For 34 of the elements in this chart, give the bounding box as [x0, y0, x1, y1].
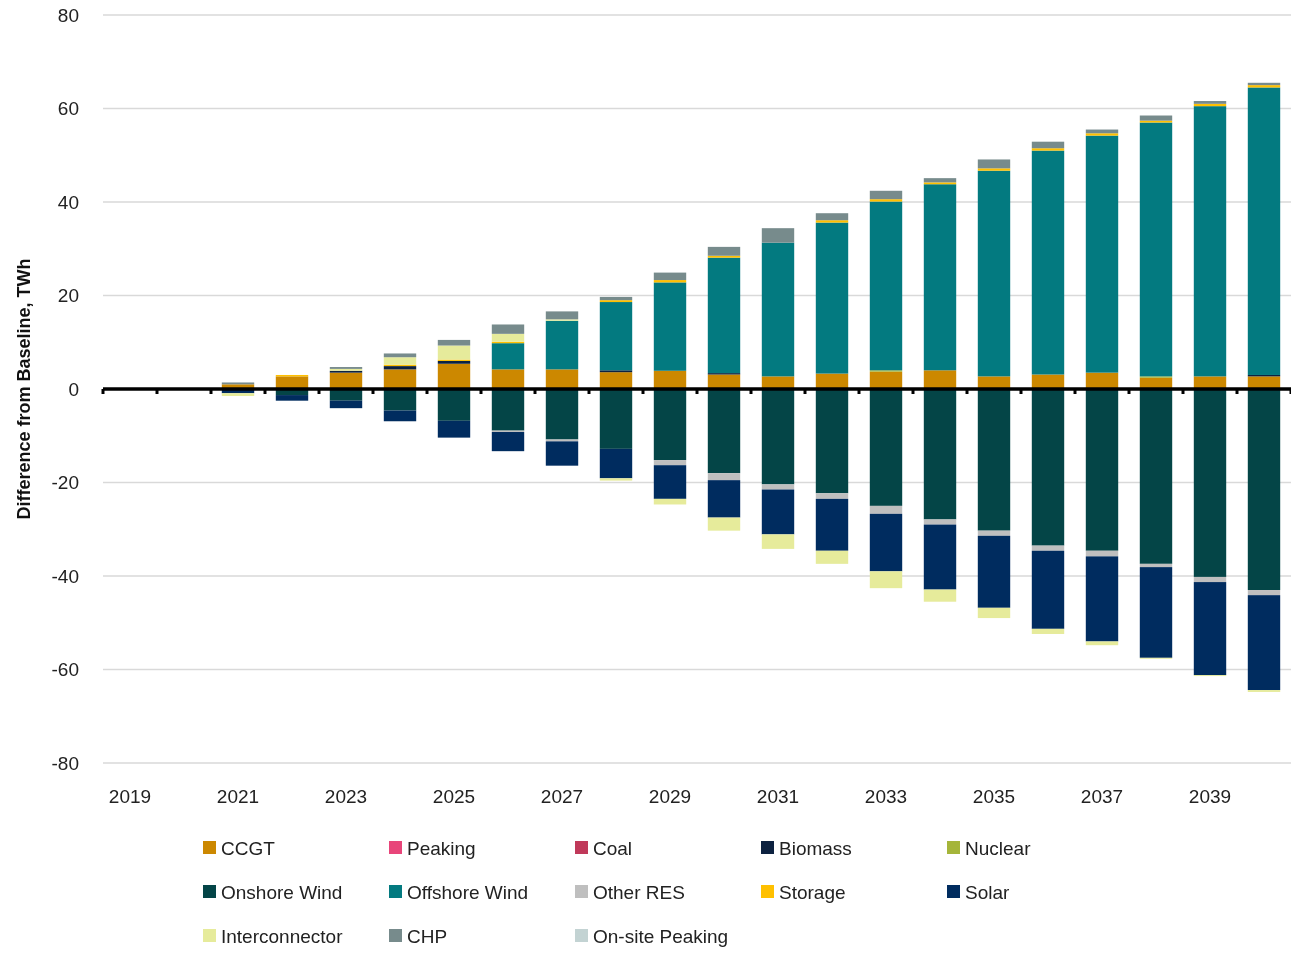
legend-label: CHP: [407, 925, 448, 947]
y-tick-label: 0: [68, 378, 79, 400]
legend-label: Interconnector: [221, 925, 344, 947]
y-tick-label: -20: [51, 472, 79, 494]
legend-label: Biomass: [779, 837, 852, 859]
legend-label: Other RES: [593, 881, 685, 903]
x-tick-label: 2021: [216, 786, 260, 807]
y-tick-label: 60: [57, 98, 79, 120]
y-tick-label: -80: [51, 752, 79, 774]
y-tick-label: -40: [51, 565, 79, 587]
x-tick-label: 2039: [1188, 786, 1232, 807]
y-tick-label: 80: [57, 4, 79, 26]
legend-label: Offshore Wind: [407, 881, 529, 903]
legend-label: On-site Peaking: [593, 925, 729, 947]
legend-label: CCGT: [221, 837, 276, 859]
x-tick-label: 2025: [432, 786, 476, 807]
x-tick-label: 2027: [540, 786, 584, 807]
x-tick-label: 2023: [324, 786, 368, 807]
legend-label: Storage: [779, 881, 846, 903]
y-tick-label: -60: [51, 659, 79, 681]
x-tick-label: 2029: [648, 786, 692, 807]
x-tick-label: 2037: [1080, 786, 1124, 807]
x-tick-label: 2035: [972, 786, 1016, 807]
legend-label: Peaking: [407, 837, 476, 859]
y-axis-title: Difference from Baseline, TWh: [14, 258, 34, 520]
y-tick-label: 20: [57, 285, 79, 307]
x-tick-label: 2033: [864, 786, 908, 807]
legend-label: Coal: [593, 837, 633, 859]
y-tick-label: 40: [57, 191, 79, 213]
x-tick-label: 2019: [108, 786, 152, 807]
legend-label: Onshore Wind: [221, 881, 343, 903]
legend-label: Nuclear: [965, 837, 1032, 859]
x-tick-label: 2031: [756, 786, 800, 807]
legend-label: Solar: [965, 881, 1011, 903]
